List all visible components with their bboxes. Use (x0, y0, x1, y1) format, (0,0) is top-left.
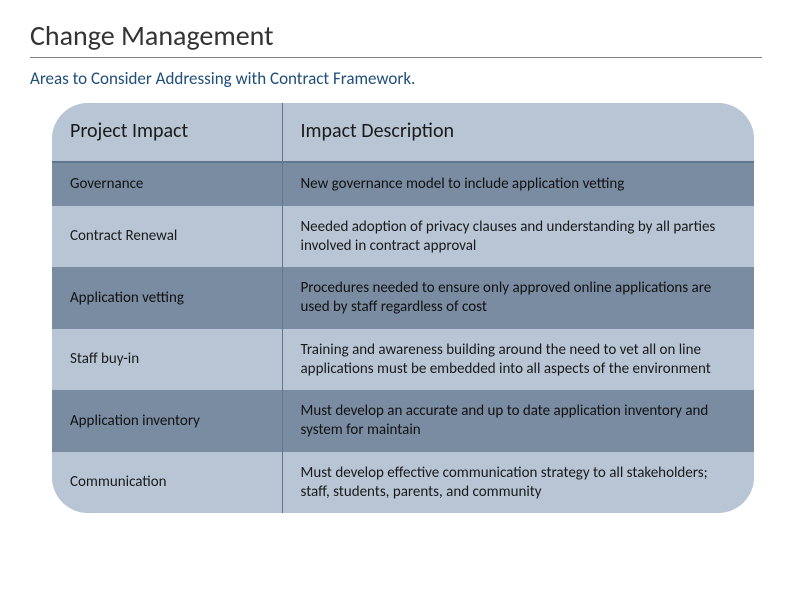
impact-table-container: Project Impact Impact Description Govern… (52, 103, 754, 513)
cell-description: Must develop an accurate and up to date … (282, 390, 754, 452)
page-title: Change Management (30, 18, 762, 53)
cell-description: Training and awareness building around t… (282, 329, 754, 391)
table-row: Governance New governance model to inclu… (52, 162, 754, 206)
title-underline (30, 57, 762, 58)
cell-description: Procedures needed to ensure only approve… (282, 267, 754, 329)
table-row: Application inventory Must develop an ac… (52, 390, 754, 452)
page-subtitle: Areas to Consider Addressing with Contra… (30, 68, 762, 89)
impact-table: Project Impact Impact Description Govern… (52, 103, 754, 513)
cell-impact: Application vetting (52, 267, 282, 329)
cell-description: Needed adoption of privacy clauses and u… (282, 206, 754, 268)
table-row: Staff buy-in Training and awareness buil… (52, 329, 754, 391)
slide-container: Change Management Areas to Consider Addr… (0, 0, 792, 513)
cell-impact: Governance (52, 162, 282, 206)
table-row: Application vetting Procedures needed to… (52, 267, 754, 329)
table-header-row: Project Impact Impact Description (52, 103, 754, 162)
cell-impact: Contract Renewal (52, 206, 282, 268)
table-row: Contract Renewal Needed adoption of priv… (52, 206, 754, 268)
cell-impact: Application inventory (52, 390, 282, 452)
col-header-project-impact: Project Impact (52, 103, 282, 162)
cell-description: New governance model to include applicat… (282, 162, 754, 206)
cell-impact: Staff buy-in (52, 329, 282, 391)
col-header-impact-description: Impact Description (282, 103, 754, 162)
cell-impact: Communication (52, 452, 282, 514)
cell-description: Must develop effective communication str… (282, 452, 754, 514)
table-row: Communication Must develop effective com… (52, 452, 754, 514)
